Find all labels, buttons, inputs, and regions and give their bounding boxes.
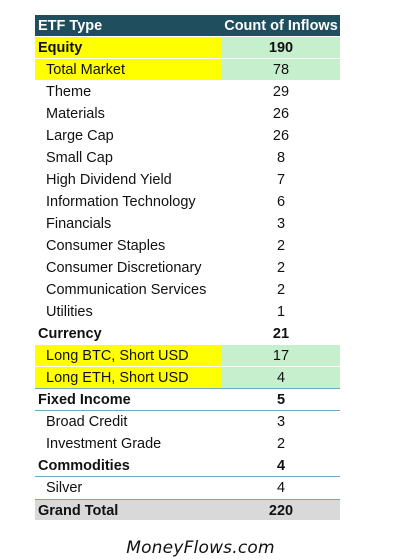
row-label: Long BTC, Short USD <box>35 345 222 366</box>
row-count: 29 <box>272 84 290 100</box>
footer-watermark: MoneyFlows.com <box>126 538 275 558</box>
category-row[interactable]: Currency 21 <box>35 323 340 345</box>
category-label: Commodities <box>38 458 130 474</box>
row-count: 26 <box>272 106 290 122</box>
row-label: Consumer Discretionary <box>46 260 202 276</box>
row-count: 3 <box>276 216 286 232</box>
row-label: Total Market <box>35 59 222 80</box>
header-count-of-inflows[interactable]: Count of Inflows <box>224 18 338 34</box>
table-row[interactable]: Theme 29 <box>35 81 340 103</box>
category-row[interactable]: Commodities 4 <box>35 455 340 477</box>
table-row[interactable]: Broad Credit 3 <box>35 411 340 433</box>
table-row[interactable]: Consumer Discretionary 2 <box>35 257 340 279</box>
category-row[interactable]: Equity 190 <box>35 37 340 59</box>
row-label: Communication Services <box>46 282 207 298</box>
row-label: Materials <box>46 106 105 122</box>
row-label: Theme <box>46 84 92 100</box>
category-count: 21 <box>272 326 290 342</box>
category-count: 5 <box>276 392 286 408</box>
grand-total-count: 220 <box>268 503 294 519</box>
table-row[interactable]: Silver 4 <box>35 477 340 499</box>
category-label: Currency <box>38 326 102 342</box>
table-row[interactable]: Communication Services 2 <box>35 279 340 301</box>
table-body: Equity 190 Total Market 78 Theme 29 Materials 2… <box>35 37 340 499</box>
row-label: Broad Credit <box>46 414 128 430</box>
table-row[interactable]: Consumer Staples 2 <box>35 235 340 257</box>
table-row[interactable]: High Dividend Yield 7 <box>35 169 340 191</box>
row-label: Utilities <box>46 304 93 320</box>
table-row[interactable]: Information Technology 6 <box>35 191 340 213</box>
row-count: 78 <box>222 59 340 80</box>
table-row[interactable]: Total Market 78 <box>35 59 340 81</box>
category-row[interactable]: Fixed Income 5 <box>35 389 340 411</box>
row-label: Consumer Staples <box>46 238 166 254</box>
row-count: 17 <box>222 345 340 366</box>
row-count: 8 <box>276 150 286 166</box>
table-row[interactable]: Materials 26 <box>35 103 340 125</box>
table-row[interactable]: Large Cap 26 <box>35 125 340 147</box>
row-count: 2 <box>276 260 286 276</box>
grand-total-label: Grand Total <box>38 503 119 519</box>
row-label: Financials <box>46 216 112 232</box>
table-header-row: ETF Type Count of Inflows <box>35 15 340 37</box>
row-count: 2 <box>276 282 286 298</box>
pivot-table: ETF Type Count of Inflows Equity 190 Total… <box>35 15 340 521</box>
grand-total-row[interactable]: Grand Total 220 <box>35 499 340 521</box>
row-count: 1 <box>276 304 286 320</box>
category-count: 190 <box>222 37 340 58</box>
category-label: Fixed Income <box>38 392 131 408</box>
header-etf-type[interactable]: ETF Type <box>38 18 103 34</box>
row-count: 6 <box>276 194 286 210</box>
row-label: Large Cap <box>46 128 114 144</box>
category-count: 4 <box>276 458 286 474</box>
row-label: Silver <box>46 480 83 496</box>
row-count: 26 <box>272 128 290 144</box>
row-count: 4 <box>276 480 286 496</box>
row-label: Long ETH, Short USD <box>35 367 222 388</box>
row-label: Small Cap <box>46 150 113 166</box>
row-label: High Dividend Yield <box>46 172 172 188</box>
table-row[interactable]: Long ETH, Short USD 4 <box>35 367 340 389</box>
category-label: Equity <box>35 37 222 58</box>
row-count: 2 <box>276 238 286 254</box>
table-row[interactable]: Investment Grade 2 <box>35 433 340 455</box>
row-count: 2 <box>276 436 286 452</box>
table-row[interactable]: Utilities 1 <box>35 301 340 323</box>
table-row[interactable]: Small Cap 8 <box>35 147 340 169</box>
table-row[interactable]: Financials 3 <box>35 213 340 235</box>
row-label: Information Technology <box>46 194 196 210</box>
row-count: 7 <box>276 172 286 188</box>
table-row[interactable]: Long BTC, Short USD 17 <box>35 345 340 367</box>
row-label: Investment Grade <box>46 436 162 452</box>
row-count: 3 <box>276 414 286 430</box>
row-count: 4 <box>222 367 340 388</box>
